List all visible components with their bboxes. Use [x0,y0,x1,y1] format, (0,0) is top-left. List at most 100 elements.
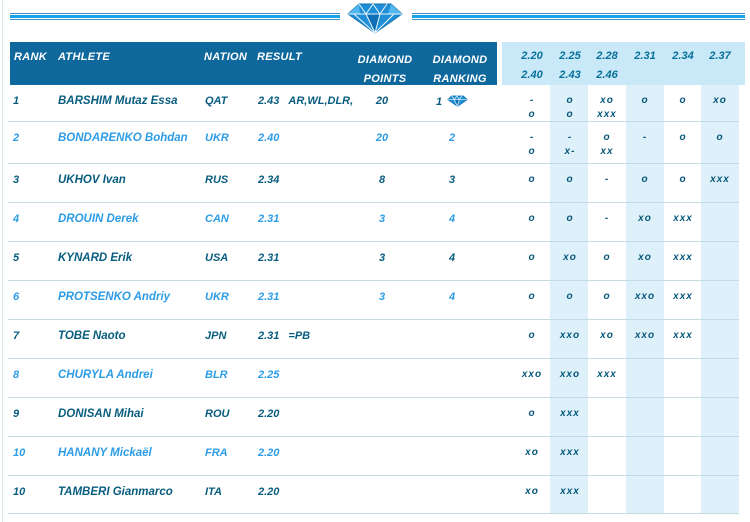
nation-code: ITA [205,486,222,498]
nation-code: UKR [205,291,229,303]
result-cell: 2.20 [258,486,288,498]
rank-cell: 9 [13,408,20,420]
diamond-points-cell: 20 [375,95,389,107]
table-row: 5 KYNARD Erik USA 2.31 3 4 o xo o xo xxx [8,242,739,281]
diamond-ranking-cell: 1 [416,95,488,108]
diamond-ranking-value: 2 [448,132,456,144]
athlete-name: TOBE Naoto [58,330,126,342]
result-cell: 2.20 [258,447,288,459]
result-cell: 2.25 [258,369,288,381]
table-row: 10 HANANY Mickaël FRA 2.20 xo xxx [8,437,739,476]
diamond-points-cell: 3 [378,291,386,303]
rank-cell: 10 [13,486,26,498]
attempt-mark: xo [600,330,614,341]
attempt-mark: o [679,95,687,106]
athlete-name: TAMBERI Gianmarco [58,486,173,498]
attempt-mark: xxo [521,369,543,380]
diamond-ranking-value: 3 [448,174,456,186]
banner-rule-left [10,13,340,20]
athlete-name: KYNARD Erik [58,252,133,264]
attempt-mark: - [604,174,610,185]
attempt-mark: o [566,109,574,120]
nation-code: UKR [205,132,229,144]
table-row: 3 UKHOV Ivan RUS 2.34 8 3 o o - o o xxx [8,164,739,203]
result-value: 2.31 [258,291,280,303]
athlete-name: UKHOV Ivan [58,174,126,186]
height-column-label: 2.46 [596,69,618,81]
attempt-mark: xxo [634,291,656,302]
attempt-mark: o [566,95,574,106]
attempt-mark: xxx [710,174,730,185]
table-row: 9 DONISAN Mihai ROU 2.20 o xxx [8,398,739,437]
height-column-label: 2.34 [672,50,694,62]
diamond-ranking-value: 1 [435,96,443,108]
result-value: 2.31 [258,213,280,225]
result-value: 2.43 [258,95,280,107]
athlete-name: CHURYLA Andrei [58,369,153,381]
attempt-mark: - [567,132,573,143]
nation-code: USA [205,252,229,264]
attempt-mark: xxx [597,369,617,380]
table-row: 6 PROTSENKO Andriy UKR 2.31 3 4 o o o xxo xx… [8,281,739,320]
header-result-label: RESULT [257,51,302,63]
result-value: 2.40 [258,132,280,144]
rank-cell: 10 [13,447,26,459]
nation-code: RUS [205,174,229,186]
attempt-mark: o [528,252,536,263]
attempt-mark: xxx [560,408,580,419]
column-stripe [550,85,588,514]
result-value: 2.31 [258,330,280,342]
rank-cell: 1 [13,95,20,107]
result-cell: 2.34 [258,174,288,186]
attempt-mark: xo [600,95,614,106]
diamond-ranking-cell: 4 [416,291,488,303]
rank-cell: 3 [13,174,20,186]
attempt-mark: xo [563,252,577,263]
attempt-mark: xx [600,146,614,157]
header-diamond-ranking-label: DIAMOND RANKING [432,54,488,85]
table-row: 4 DROUIN Derek CAN 2.31 3 4 o o - xo xxx [8,203,739,242]
diamond-league-gem-icon [347,3,403,34]
result-value: 2.20 [258,408,280,420]
left-edge-line [2,0,3,522]
attempt-mark: o [528,213,536,224]
rank-cell: 4 [13,213,20,225]
attempt-mark: o [679,132,687,143]
diamond-ranking-value: 4 [448,291,456,303]
result-cell: 2.31 [258,291,288,303]
attempt-mark: o [566,174,574,185]
attempt-mark: o [528,174,536,185]
attempt-mark: xo [638,213,652,224]
rank-cell: 5 [13,252,20,264]
attempt-mark: - [604,213,610,224]
diamond-points-cell: 3 [378,252,386,264]
table-row: 7 TOBE Naoto JPN 2.31 =PB o xxo xo xxo xxx [8,320,739,359]
result-value: 2.25 [258,369,280,381]
attempt-mark: xo [525,486,539,497]
attempt-mark: o [603,291,611,302]
result-value: 2.20 [258,486,280,498]
athlete-name: DONISAN Mihai [58,408,144,420]
attempt-mark: xo [713,95,727,106]
header-nation-label: NATION [204,51,248,63]
diamond-ranking-cell: 4 [416,213,488,225]
attempt-mark: o [528,146,536,157]
height-column-label: 2.43 [559,69,581,81]
attempt-mark: - [529,132,535,143]
result-value: 2.34 [258,174,280,186]
header-diamond-points-label: DIAMOND POINTS [357,54,413,85]
result-cell: 2.43 AR,WL,DLR, [258,95,353,107]
athlete-name: BONDARENKO Bohdan [58,132,188,144]
height-column-label: 2.20 [521,50,543,62]
nation-code: BLR [205,369,228,381]
attempt-mark: - [529,95,535,106]
attempt-mark: o [566,291,574,302]
attempt-mark: xxx [560,447,580,458]
result-cell: 2.31 =PB [258,330,310,342]
diamond-ranking-value: 4 [448,213,456,225]
table-row: 1 BARSHIM Mutaz Essa QAT 2.43 AR,WL,DLR,… [8,85,739,122]
attempt-mark: o [528,291,536,302]
table-header: RANK ATHLETE NATION RESULT DIAMOND POINT… [10,42,497,85]
height-column-label: 2.25 [559,50,581,62]
result-cell: 2.40 [258,132,288,144]
